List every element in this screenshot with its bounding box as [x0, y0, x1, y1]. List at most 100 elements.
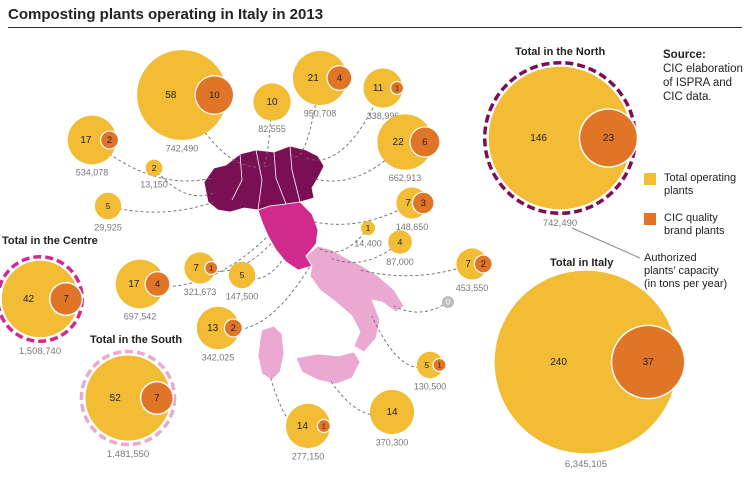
source-line-1: CIC elaboration — [663, 63, 743, 75]
total-label-13: 17 — [128, 279, 140, 290]
connector-15 — [393, 301, 449, 313]
capacity-label-7: 29,925 — [94, 223, 122, 233]
total-label-4: 17 — [80, 135, 92, 146]
total-capacity-2: 1,481,550 — [107, 449, 149, 460]
total-circle-10 — [388, 230, 412, 254]
region-bubble-7 — [94, 192, 122, 220]
total-circle-7 — [94, 192, 122, 220]
region-bubble-19 — [369, 389, 415, 435]
legend-capacity-line-2: plants’ capacity — [644, 265, 719, 277]
cic-label-13: 4 — [155, 279, 160, 290]
cic-circle-3 — [391, 82, 403, 94]
source-note: Source: CIC elaboration of ISPRA and CIC… — [663, 48, 747, 104]
cic-label-3: 1 — [395, 83, 399, 92]
total-circle-1 — [253, 83, 291, 121]
total-title-1: Total in the Centre — [2, 235, 98, 247]
total-label-19: 14 — [386, 407, 398, 418]
map-sicily — [295, 351, 361, 385]
region-bubble-9 — [361, 221, 375, 235]
total-title-0: Total in the North — [515, 46, 606, 58]
map-north-border — [231, 145, 301, 211]
map-sardinia — [257, 325, 285, 381]
region-bubble-18 — [285, 403, 331, 449]
cic-circle-2 — [327, 66, 352, 90]
source-heading: Source: — [663, 49, 706, 61]
capacity-label-13: 697,542 — [124, 312, 157, 322]
cic-circle-4 — [101, 131, 118, 149]
capacity-pointer-line — [571, 227, 641, 259]
connector-7 — [107, 201, 215, 213]
cic-circle-14 — [474, 255, 492, 273]
total-bubble-0 — [482, 60, 639, 216]
region-bubble-1 — [253, 83, 291, 121]
connector-6 — [153, 167, 217, 197]
cic-label-4: 2 — [107, 135, 112, 146]
capacity-label-5: 662,913 — [389, 173, 422, 183]
cic-circle-11 — [205, 262, 218, 274]
source-line-3: CIC data. — [663, 91, 712, 103]
total-circle-0 — [137, 50, 227, 140]
capacity-label-17: 130,500 — [414, 382, 447, 392]
region-bubble-13 — [115, 259, 171, 309]
cic-circle-0 — [195, 76, 234, 114]
total-circle-9 — [361, 221, 375, 235]
region-bubble-5 — [377, 114, 441, 170]
cic-label-2: 4 — [337, 73, 342, 84]
total-title-3: Total in Italy — [550, 257, 614, 269]
capacity-label-11: 321,673 — [184, 287, 217, 297]
region-bubble-3 — [363, 68, 405, 108]
total-circle-6 — [145, 159, 163, 177]
cic-circle-8 — [413, 192, 434, 214]
legend-total-swatch — [644, 173, 656, 185]
total-ring-2 — [79, 349, 177, 447]
total-cic-circle-3 — [612, 326, 685, 398]
total-cic-value-0: 23 — [603, 133, 615, 144]
capacity-label-19: 370,300 — [376, 437, 409, 447]
capacity-label-14: 453,550 — [456, 283, 489, 293]
capacity-label-0: 742,490 — [166, 143, 199, 153]
cic-label-11: 1 — [209, 263, 213, 272]
legend-cic-swatch — [644, 213, 656, 225]
total-label-8: 7 — [405, 198, 411, 209]
bubbles: 1058742,4901082,555421950,708111338,9962… — [0, 46, 686, 470]
total-label-1: 10 — [266, 97, 278, 108]
region-bubble-12 — [228, 261, 256, 289]
cic-label-8: 3 — [421, 198, 426, 209]
italy-map — [203, 145, 405, 385]
chart-title: Composting plants operating in Italy in … — [8, 6, 324, 23]
cic-label-5: 6 — [422, 137, 427, 148]
total-area-circle-3 — [494, 270, 678, 454]
total-circle-18 — [285, 403, 331, 449]
total-circle-15 — [442, 296, 454, 308]
total-circle-17 — [416, 351, 444, 379]
total-value-0: 146 — [530, 133, 547, 144]
connector-12 — [241, 251, 289, 280]
map-north — [203, 145, 325, 213]
region-bubble-14 — [456, 248, 493, 280]
region-bubble-2 — [292, 50, 353, 106]
total-label-16: 13 — [207, 323, 219, 334]
legend-cic-line-1: CIC quality — [664, 212, 718, 224]
total-cic-value-3: 37 — [643, 357, 655, 368]
title-rule — [8, 27, 742, 28]
total-circle-4 — [67, 115, 117, 165]
total-label-14: 7 — [465, 259, 471, 270]
total-circle-19 — [369, 389, 415, 435]
capacity-label-1: 82,555 — [258, 124, 286, 134]
capacity-label-12: 147,500 — [226, 292, 259, 302]
cic-circle-13 — [145, 272, 170, 296]
total-capacity-0: 742,490 — [543, 218, 577, 229]
region-bubble-15 — [442, 296, 454, 308]
total-label-15: 0 — [446, 298, 451, 307]
cic-label-16: 2 — [231, 323, 236, 334]
region-bubble-4 — [67, 115, 120, 165]
total-bubble-1 — [0, 255, 84, 343]
total-area-circle-0 — [488, 66, 632, 210]
region-bubble-8 — [396, 187, 435, 219]
region-bubble-17 — [416, 351, 447, 379]
capacity-label-16: 342,025 — [202, 353, 235, 363]
capacity-label-10: 87,000 — [386, 257, 414, 267]
legend-cic-line-2: brand plants — [664, 225, 725, 237]
total-circle-12 — [228, 261, 256, 289]
